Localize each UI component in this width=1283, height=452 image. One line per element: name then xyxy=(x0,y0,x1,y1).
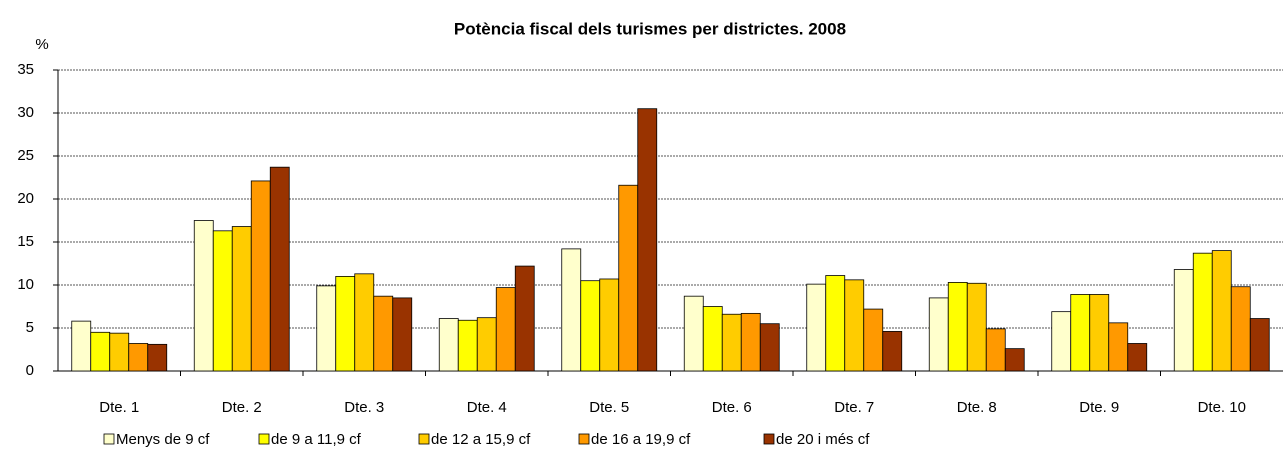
bar xyxy=(476,317,497,372)
x-tick-label: Dte. 8 xyxy=(957,399,997,416)
legend-label: Menys de 9 cf xyxy=(116,431,210,448)
bar xyxy=(1108,322,1129,372)
bar xyxy=(90,331,111,372)
bar xyxy=(561,248,582,372)
x-tick-label: Dte. 1 xyxy=(99,399,139,416)
bar xyxy=(806,283,827,372)
y-tick-label: 25 xyxy=(17,147,34,164)
bar xyxy=(128,343,149,372)
x-tick-label: Dte. 5 xyxy=(589,399,629,416)
bar xyxy=(882,331,903,372)
y-axis-label: % xyxy=(35,36,48,53)
y-tick-label: 10 xyxy=(17,276,34,293)
legend-swatch xyxy=(763,433,775,445)
bar xyxy=(1192,252,1213,372)
x-tick-label: Dte. 3 xyxy=(344,399,384,416)
y-tick-label: 30 xyxy=(17,104,34,121)
bar xyxy=(844,279,865,372)
bar xyxy=(863,308,884,372)
bar xyxy=(1089,294,1110,372)
bar xyxy=(438,318,459,372)
y-tick-label: 0 xyxy=(26,362,34,379)
bar xyxy=(1211,250,1232,372)
bar xyxy=(740,312,761,372)
bar xyxy=(147,343,168,372)
bar xyxy=(1249,318,1270,372)
bar xyxy=(193,220,214,372)
bar xyxy=(825,275,846,372)
bar xyxy=(580,280,601,372)
bar xyxy=(928,297,949,372)
bar xyxy=(985,328,1006,372)
bar xyxy=(1230,286,1251,372)
bar xyxy=(231,226,252,372)
chart-title: Potència fiscal dels turismes per distri… xyxy=(454,19,846,38)
bar xyxy=(495,287,516,372)
legend-swatch xyxy=(258,433,270,445)
bar xyxy=(702,306,723,372)
bar xyxy=(1127,343,1148,372)
legend-label: de 9 a 11,9 cf xyxy=(271,431,362,448)
x-tick-label: Dte. 7 xyxy=(834,399,874,416)
bar xyxy=(618,184,639,372)
bar xyxy=(71,320,92,372)
legend-label: de 12 a 15,9 cf xyxy=(431,431,531,448)
legend-label: de 16 a 19,9 cf xyxy=(591,431,691,448)
bar xyxy=(947,282,968,372)
bar xyxy=(683,295,704,372)
legend-swatch xyxy=(103,433,115,445)
bar xyxy=(637,108,658,372)
bar xyxy=(335,275,356,372)
x-tick-label: Dte. 9 xyxy=(1079,399,1119,416)
bar xyxy=(269,166,290,372)
bar xyxy=(373,295,394,372)
legend-label: de 20 i més cf xyxy=(776,431,870,448)
bar xyxy=(250,180,271,372)
x-tick-label: Dte. 10 xyxy=(1198,399,1246,416)
legend-swatch xyxy=(578,433,590,445)
x-tick-label: Dte. 6 xyxy=(712,399,752,416)
bar xyxy=(966,282,987,372)
bar xyxy=(1173,269,1194,372)
y-tick-label: 5 xyxy=(26,319,34,336)
bar xyxy=(721,313,742,372)
bar xyxy=(109,332,130,372)
x-tick-label: Dte. 4 xyxy=(467,399,507,416)
bar xyxy=(1004,348,1025,372)
x-tick-label: Dte. 2 xyxy=(222,399,262,416)
bar xyxy=(354,273,375,372)
bar xyxy=(759,323,780,372)
bar xyxy=(1051,311,1072,372)
bar xyxy=(514,265,535,372)
y-tick-label: 35 xyxy=(17,61,34,78)
bar xyxy=(1070,294,1091,372)
bar xyxy=(316,285,337,372)
y-tick-label: 20 xyxy=(17,190,34,207)
bar xyxy=(457,319,478,372)
bar xyxy=(599,278,620,372)
bar xyxy=(392,297,413,372)
y-tick-label: 15 xyxy=(17,233,34,250)
legend-swatch xyxy=(418,433,430,445)
bar xyxy=(212,230,233,372)
